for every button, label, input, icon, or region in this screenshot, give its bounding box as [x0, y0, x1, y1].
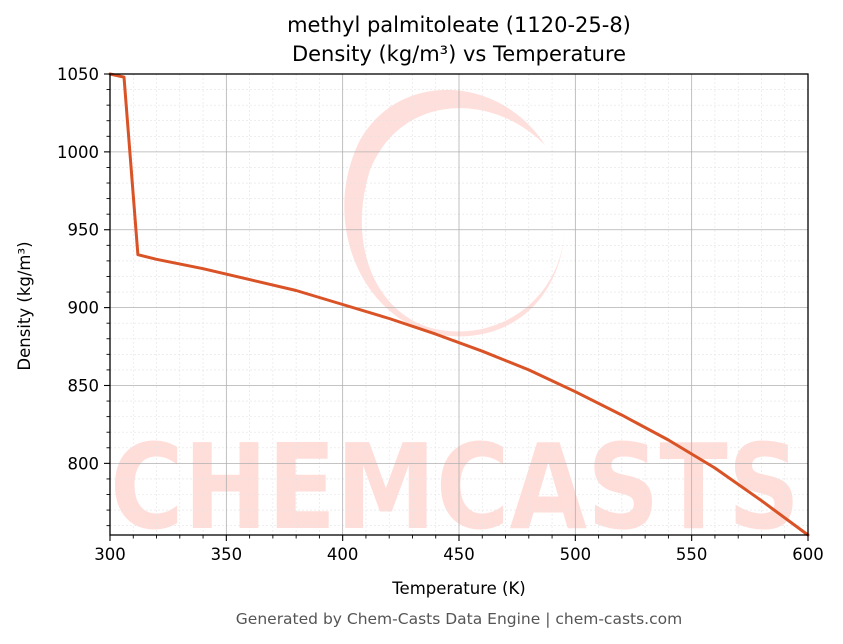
- x-axis-label: Temperature (K): [391, 579, 525, 598]
- series-layer: [108, 72, 810, 537]
- y-tick-label: 900: [68, 299, 100, 318]
- chart-subtitle: Density (kg/m³) vs Temperature: [292, 42, 626, 66]
- watermark: CHEMCASTS: [110, 89, 800, 556]
- footer-credit: Generated by Chem-Casts Data Engine | ch…: [236, 610, 682, 628]
- y-tick-label: 1000: [57, 143, 99, 162]
- watermark-text: CHEMCASTS: [110, 418, 800, 556]
- y-tick-label: 1050: [57, 65, 99, 84]
- x-tick-label: 450: [443, 545, 475, 564]
- y-tick-label: 850: [68, 376, 100, 395]
- x-tick-label: 600: [792, 545, 824, 564]
- chart-title: methyl palmitoleate (1120-25-8): [287, 13, 631, 37]
- x-tick-label: 350: [211, 545, 243, 564]
- x-tick-label: 400: [327, 545, 359, 564]
- density-line: [108, 72, 810, 537]
- y-axis: 800 850 900 950 1000 1050: [57, 65, 110, 527]
- x-tick-label: 300: [94, 545, 126, 564]
- x-tick-label: 550: [676, 545, 708, 564]
- x-tick-label: 500: [560, 545, 592, 564]
- x-axis: 300 350 400 450 500 550 600: [94, 535, 824, 564]
- y-axis-label: Density (kg/m³): [15, 241, 34, 370]
- y-tick-label: 800: [68, 454, 100, 473]
- watermark-logo-swirl: [344, 89, 565, 337]
- y-tick-label: 950: [68, 221, 100, 240]
